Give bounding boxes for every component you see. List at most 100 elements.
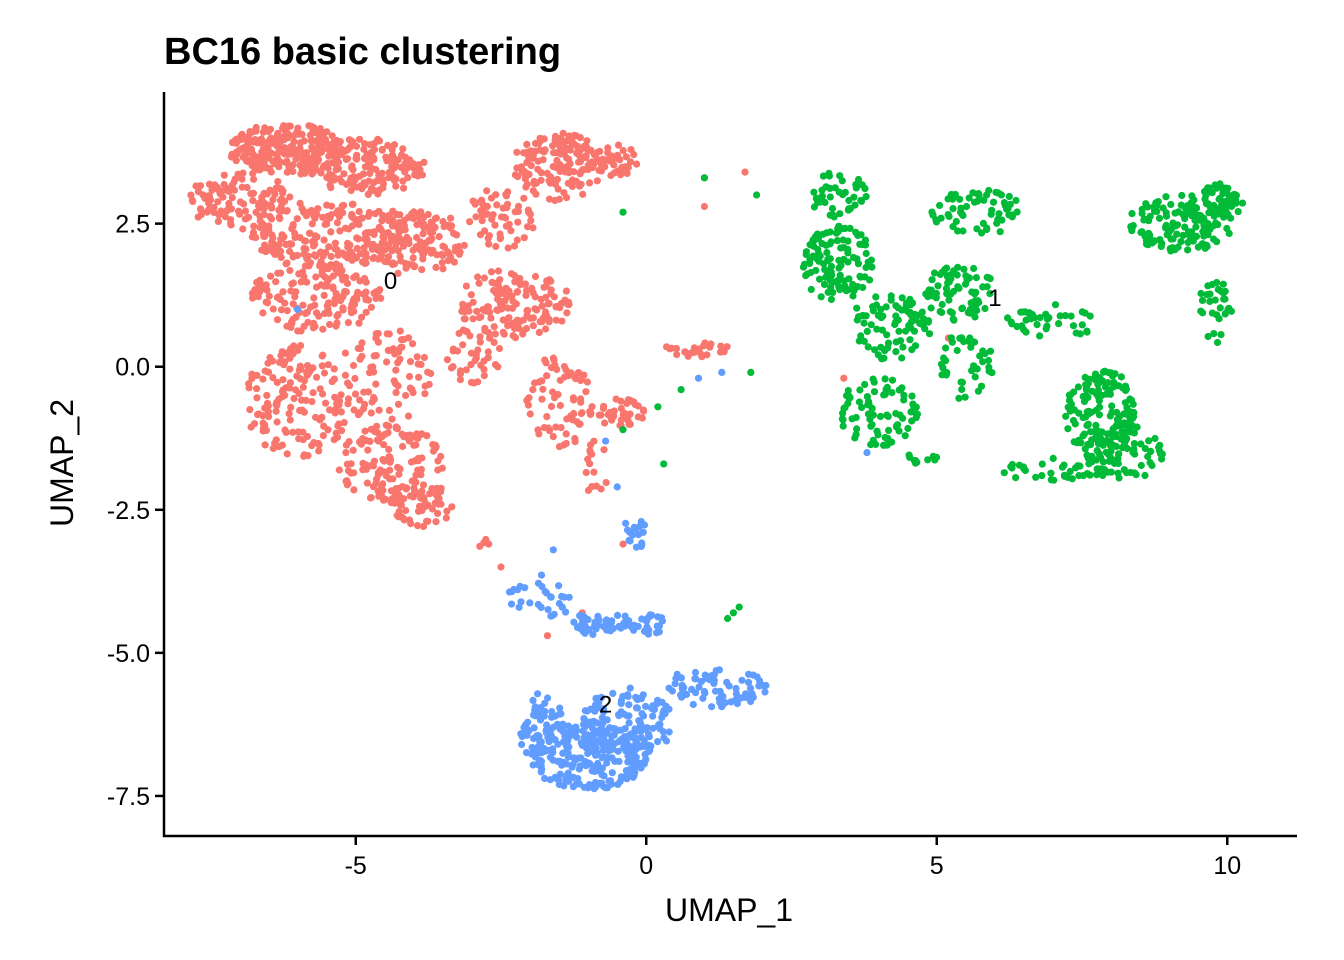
- cluster-1-point: [1163, 231, 1171, 239]
- cluster-0-point: [549, 388, 557, 396]
- cluster-0-point: [584, 455, 592, 463]
- cluster-1-point: [1189, 237, 1197, 245]
- cluster-1-point: [1140, 216, 1148, 224]
- cluster-1-point: [863, 327, 871, 335]
- cluster-0-point: [404, 174, 412, 182]
- cluster-1-point: [836, 271, 844, 279]
- cluster-1-point: [1084, 375, 1092, 383]
- cluster-0-point: [372, 380, 380, 388]
- cluster-1-point: [931, 456, 939, 464]
- cluster-1-point: [1107, 447, 1115, 455]
- cluster-2-point: [657, 614, 666, 622]
- cluster-0-point: [580, 371, 588, 379]
- cluster-2-point: [744, 691, 752, 700]
- cluster-0-point: [527, 217, 535, 225]
- cluster-0-point: [437, 500, 445, 508]
- cluster-1-point: [867, 422, 875, 430]
- cluster-1-point: [1228, 202, 1236, 210]
- cluster-0-point: [325, 299, 333, 307]
- cluster-1-point: [874, 431, 882, 439]
- cluster-1-point: [1155, 214, 1164, 222]
- cluster-0-point: [321, 220, 329, 228]
- cluster-0-point: [588, 450, 596, 458]
- cluster-0-point: [267, 134, 275, 142]
- cluster-2-point: [600, 623, 608, 631]
- cluster-0-point: [362, 250, 370, 258]
- cluster-1-point: [1132, 470, 1140, 478]
- cluster-1-point: [944, 195, 952, 203]
- cluster-0-point: [590, 151, 599, 159]
- cluster-1-point: [967, 343, 975, 351]
- cluster-0-point: [319, 252, 327, 260]
- cluster-0-point: [622, 153, 630, 161]
- cluster-0-point: [266, 212, 274, 221]
- cluster-0-point: [586, 163, 594, 171]
- cluster-0-point: [277, 306, 286, 314]
- cluster-0-point: [312, 273, 320, 281]
- cluster-1-point: [1083, 328, 1091, 336]
- cluster-0-point: [249, 169, 257, 178]
- cluster-1-point: [1137, 440, 1145, 448]
- cluster-2-point: [654, 721, 663, 729]
- cluster-0-point: [319, 432, 327, 440]
- cluster-0-point: [308, 442, 316, 450]
- cluster-1-point: [906, 336, 914, 344]
- cluster-1-point: [910, 402, 918, 411]
- cluster-1-point: [993, 219, 1001, 227]
- cluster-1-point: [1084, 454, 1092, 462]
- cluster-1-point: [1012, 196, 1020, 205]
- cluster-2-point: [548, 708, 556, 716]
- cluster-1-point: [839, 422, 847, 430]
- cluster-0-point: [534, 165, 542, 173]
- cluster-0-point: [426, 490, 434, 498]
- cluster-1-point: [1188, 212, 1196, 220]
- cluster-2-point: [614, 780, 622, 789]
- cluster-0-point: [461, 315, 469, 323]
- cluster-0-point: [341, 371, 349, 379]
- cluster-0-point: [370, 253, 378, 262]
- cluster-2-point: [716, 698, 724, 707]
- cluster-0-point: [501, 214, 510, 222]
- cluster-0-point: [303, 278, 311, 286]
- cluster-0-point: [293, 215, 301, 223]
- cluster-2-point: [616, 736, 624, 745]
- cluster-0-point: [420, 494, 428, 502]
- cluster-0-point: [534, 426, 542, 434]
- cluster-2-point: [584, 749, 592, 758]
- cluster-0-point: [287, 323, 295, 331]
- cluster-2-point: [662, 737, 671, 745]
- cluster-1-point: [1227, 307, 1235, 315]
- cluster-1-point: [1080, 430, 1088, 438]
- cluster-0-point: [500, 330, 508, 338]
- cluster-0-point: [539, 385, 547, 393]
- cluster-0-point: [324, 426, 332, 434]
- cluster-0-point: [512, 300, 520, 308]
- cluster-0-point: [564, 179, 572, 187]
- cluster-0-point: [295, 145, 303, 154]
- cluster-0-point: [395, 470, 403, 478]
- cluster-0-point: [472, 213, 480, 221]
- axes: -5 0 5 102.50.0-2.5-5.0-7.5: [107, 92, 1297, 880]
- cluster-0-point: [555, 443, 564, 451]
- cluster-1-point: [979, 283, 987, 291]
- cluster-0-point: [544, 300, 552, 308]
- cluster-1-point: [1111, 370, 1119, 378]
- cluster-1-point: [1070, 406, 1078, 414]
- cluster-0-point: [502, 191, 510, 199]
- cluster-0-point: [532, 190, 540, 198]
- cluster-1-point: [817, 293, 825, 301]
- cluster-0-point: [268, 231, 276, 239]
- cluster-0-point: [485, 232, 493, 240]
- cluster-1-point: [898, 354, 906, 362]
- cluster-0-point: [212, 184, 220, 192]
- cluster-0-point: [233, 135, 241, 143]
- cluster-1-point: [888, 376, 897, 384]
- cluster-0-point: [569, 416, 577, 424]
- cluster-0-point: [279, 288, 287, 296]
- cluster-0-point: [287, 143, 295, 151]
- cluster-0-point: [597, 411, 605, 419]
- cluster-0-point: [241, 152, 249, 161]
- cluster-0-point: [262, 281, 270, 289]
- cluster-1-point: [863, 393, 872, 401]
- cluster-1-point: [868, 404, 876, 412]
